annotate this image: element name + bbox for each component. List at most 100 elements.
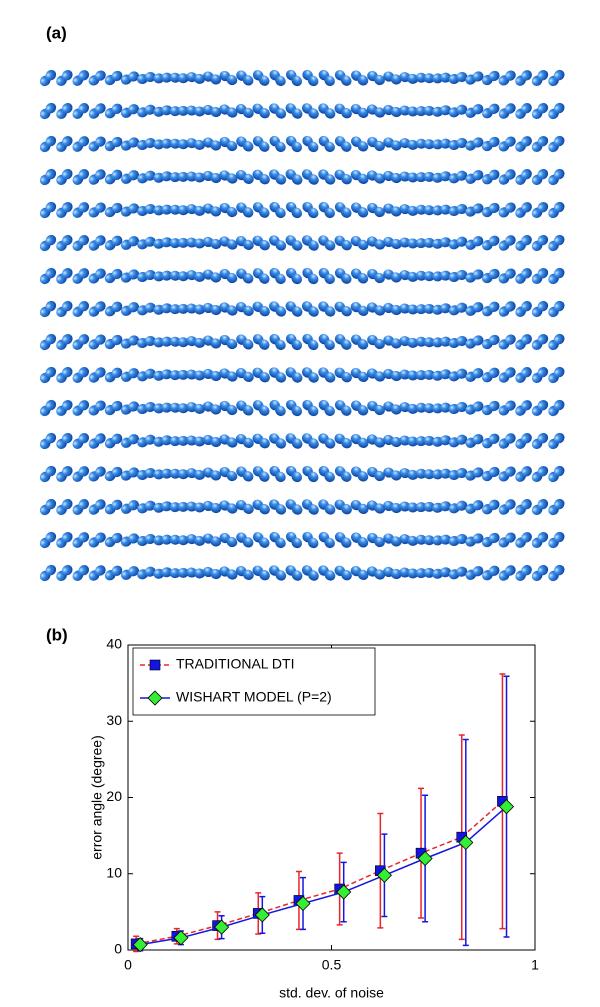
glyph-lobe [275,207,286,219]
glyph-lobe [78,103,90,114]
tensor-glyph [548,531,565,549]
tensor-glyph [548,564,565,582]
tensor-glyph [252,532,270,548]
tensor-glyph [334,235,352,251]
glyph-lobe [324,438,336,449]
glyph-lobe [357,537,369,548]
glyph-lobe [78,136,90,147]
tensor-glyph [318,301,336,317]
glyph-lobe [95,565,106,576]
tensor-glyph [415,237,435,249]
glyph-lobe [128,401,140,412]
glyph-lobe [553,234,565,246]
glyph-lobe [374,305,386,316]
tensor-glyph [301,367,319,383]
tensor-glyph [415,270,435,282]
tensor-glyph [104,235,123,251]
tensor-glyph [104,466,123,482]
glyph-lobe [177,435,189,446]
glyph-lobe [374,239,386,250]
tensor-glyph [548,465,565,483]
glyph-lobe [521,400,532,411]
glyph-lobe [61,102,73,114]
glyph-lobe [440,204,452,215]
glyph-lobe [275,339,286,351]
glyph-lobe [415,502,427,513]
glyph-lobe [456,203,468,215]
tensor-glyph [56,498,73,516]
series-line [140,806,508,946]
glyph-lobe [95,367,106,378]
tensor-glyph [56,135,73,153]
glyph-lobe [210,172,222,184]
glyph-lobe [291,108,303,119]
tensor-glyph [367,466,385,482]
tensor-glyph [56,201,73,219]
tensor-glyph [415,468,435,480]
glyph-lobe [242,437,254,449]
glyph-lobe [78,565,90,576]
tensor-glyph [137,566,156,580]
tensor-glyph [153,402,173,414]
tensor-glyph [169,534,189,546]
tensor-glyph [269,201,286,219]
glyph-lobe [407,271,419,282]
glyph-lobe [340,537,352,548]
tensor-glyph [104,334,123,350]
glyph-lobe [210,502,222,514]
glyph-lobe [537,267,549,279]
glyph-lobe [291,273,302,285]
tensor-glyph [482,565,500,581]
glyph-lobe [242,107,254,119]
glyph-lobe [324,240,336,251]
tensor-glyph [88,565,106,581]
glyph-lobe [128,269,140,280]
tensor-glyph [72,202,90,218]
glyph-lobe [440,369,452,380]
tensor-glyph [481,532,500,548]
tensor-glyph [286,201,302,219]
glyph-lobe [472,533,484,544]
tensor-glyph [120,335,140,349]
tensor-glyph [301,301,319,317]
glyph-lobe [505,235,516,246]
glyph-lobe [177,535,189,546]
tensor-glyph [88,367,106,383]
tensor-glyph [531,69,549,87]
glyph-lobe [505,301,516,312]
tensor-glyph [72,466,90,482]
tensor-glyph [104,136,123,152]
tensor-glyph [432,237,452,249]
glyph-lobe [210,338,222,349]
glyph-lobe [291,306,303,317]
tensor-glyph [432,336,452,348]
glyph-lobe [423,337,435,348]
tensor-glyph [72,499,90,515]
glyph-lobe [153,205,165,216]
glyph-lobe [472,71,484,82]
glyph-lobe [210,238,222,250]
tensor-glyph [448,533,468,547]
glyph-lobe [432,337,444,348]
tensor-glyph [169,402,189,414]
tensor-glyph [399,72,419,84]
tensor-glyph [366,368,386,382]
glyph-lobe [169,172,181,183]
glyph-lobe [415,468,427,479]
glyph-lobe [553,267,565,279]
glyph-lobe [226,107,238,118]
glyph-lobe [95,301,106,312]
tensor-glyph [202,104,222,118]
tensor-glyph [202,401,222,415]
glyph-lobe [169,336,181,347]
tensor-glyph [302,135,319,153]
tensor-glyph [399,204,419,216]
glyph-lobe [415,270,427,281]
tensor-glyph [235,169,254,185]
tensor-glyph [235,235,254,251]
tensor-glyph [39,69,57,87]
glyph-lobe [128,104,139,115]
tensor-glyph [531,234,549,252]
tensor-glyph [383,533,402,547]
glyph-lobe [472,368,484,379]
